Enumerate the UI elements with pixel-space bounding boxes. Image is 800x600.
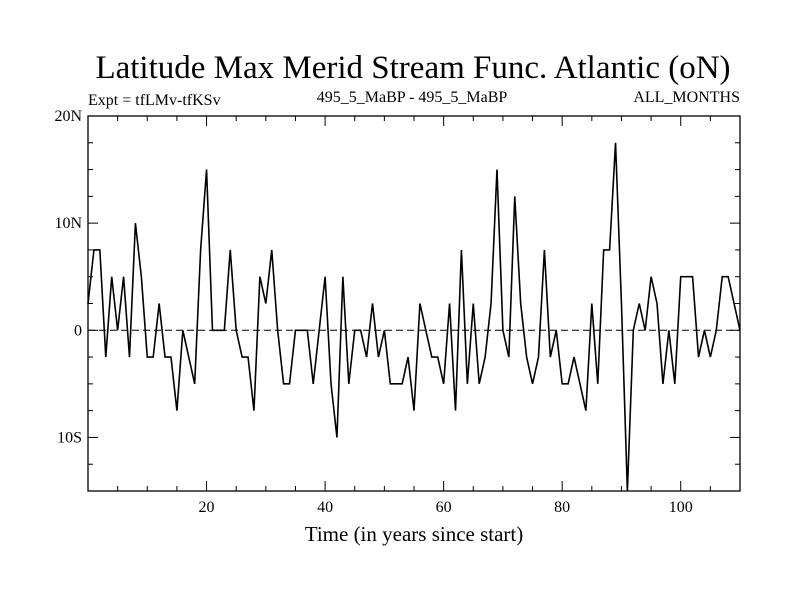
plot-frame xyxy=(87,115,741,492)
y-tick-label-0: 0 xyxy=(74,322,82,339)
y-tick-label-m10: 10S xyxy=(57,429,82,446)
subtitle-center: 495_5_MaBP - 495_5_MaBP xyxy=(317,89,508,106)
x-tick-label-100: 100 xyxy=(669,499,693,516)
subtitle-right: ALL_MONTHS xyxy=(633,89,740,106)
series-line-0 xyxy=(87,142,741,492)
tick-layer: 20 40 60 80 100 20N 10N 0 10S xyxy=(54,108,740,516)
y-tick-label-10: 10N xyxy=(54,215,82,232)
series-layer xyxy=(87,142,741,492)
subtitle-left: Expt = tfLMv-tfKSv xyxy=(88,92,221,109)
y-tick-label-20: 20N xyxy=(54,108,82,125)
x-tick-label-40: 40 xyxy=(317,499,333,516)
chart-title: Latitude Max Merid Stream Func. Atlantic… xyxy=(95,50,730,86)
x-tick-label-80: 80 xyxy=(554,499,570,516)
x-axis-label: Time (in years since start) xyxy=(305,522,524,546)
x-tick-label-60: 60 xyxy=(436,499,452,516)
x-tick-label-20: 20 xyxy=(199,499,215,516)
